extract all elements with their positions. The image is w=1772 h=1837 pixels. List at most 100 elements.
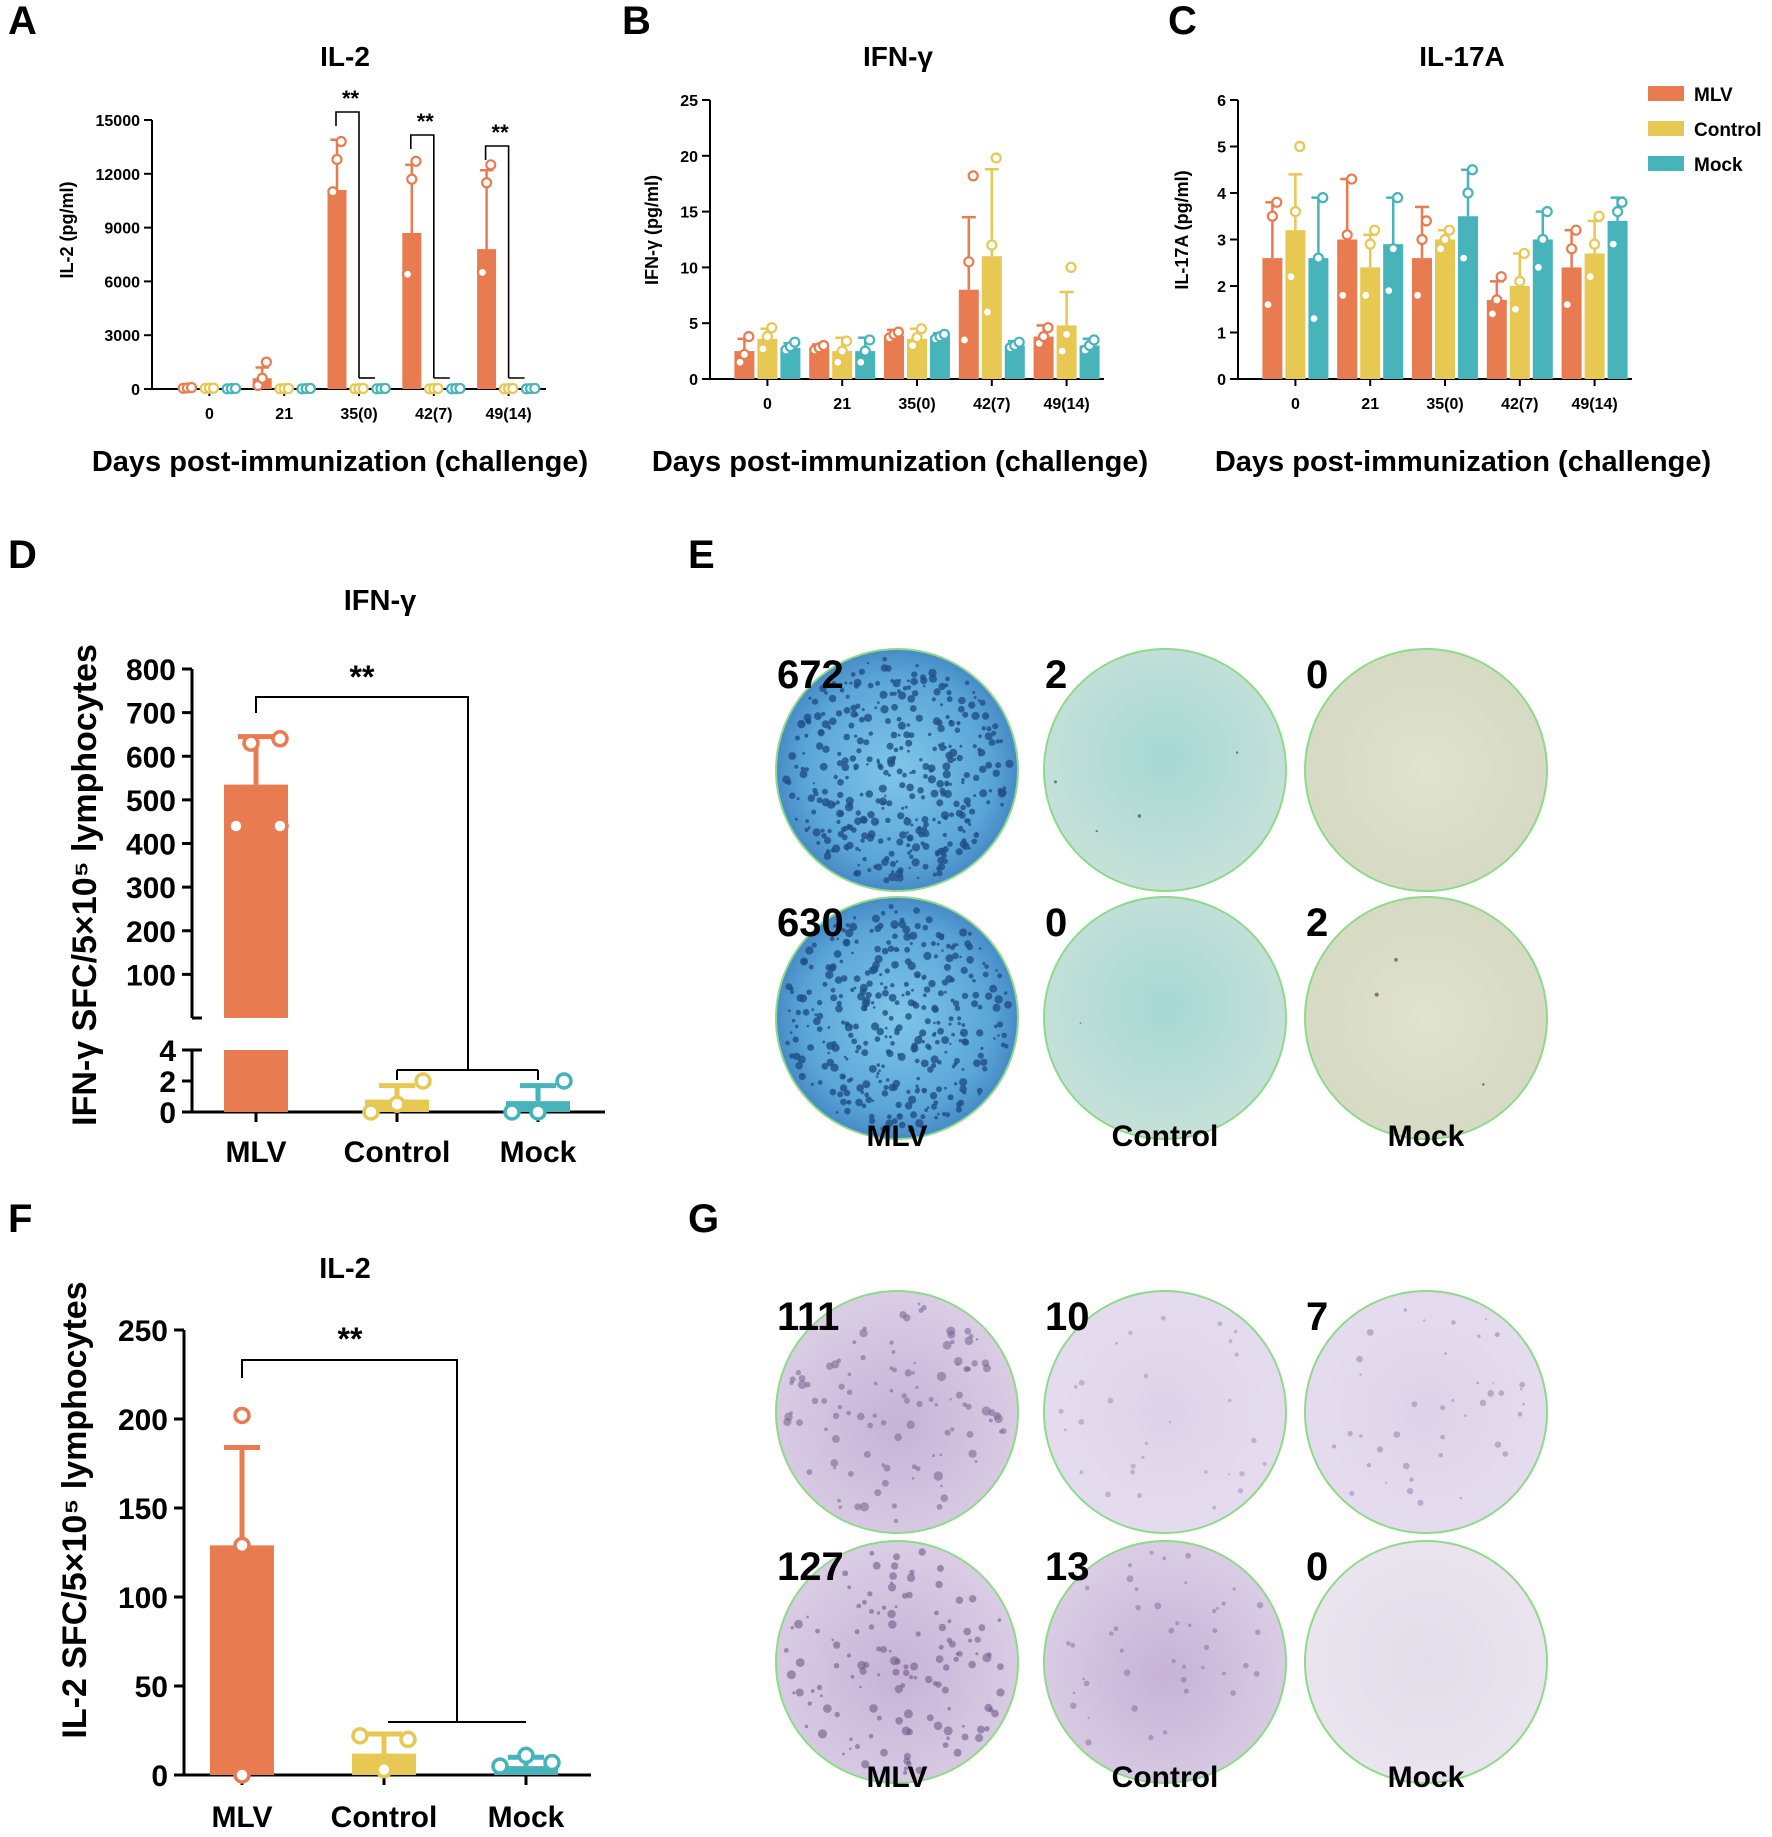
spot (845, 1057, 849, 1061)
spot (817, 729, 825, 737)
spot (1230, 1690, 1236, 1696)
spot (856, 1084, 864, 1092)
spot (1131, 1705, 1138, 1712)
data-point (1013, 336, 1025, 348)
spot (1519, 1387, 1523, 1391)
spot (911, 1477, 915, 1480)
spot (946, 1637, 953, 1644)
bar-mlv-lower (224, 1050, 288, 1112)
spot (891, 870, 895, 874)
spot (915, 1084, 919, 1088)
data-point (855, 356, 867, 368)
data-point (362, 1103, 380, 1121)
spot (831, 1638, 834, 1642)
spot (835, 800, 840, 805)
spot (1113, 1626, 1119, 1632)
spot (911, 671, 918, 678)
spot (897, 721, 906, 730)
spot (812, 828, 821, 837)
y-tick-label: 150 (118, 1493, 168, 1526)
spot (893, 747, 899, 753)
spot (881, 1605, 887, 1610)
y-tick-label: 4 (159, 1035, 176, 1068)
spot (846, 1410, 851, 1416)
spot (942, 1340, 952, 1350)
spot (832, 925, 836, 928)
spot (811, 942, 817, 948)
spot (821, 1062, 829, 1070)
spot (943, 789, 952, 799)
spot (1235, 751, 1239, 754)
spot (959, 1028, 969, 1037)
spot (953, 1748, 962, 1757)
spot (892, 679, 901, 688)
spot (1204, 1470, 1208, 1474)
spot (864, 1004, 868, 1008)
spot (997, 1618, 1002, 1622)
spot (944, 782, 949, 787)
spot (906, 1760, 912, 1767)
spot (886, 800, 893, 807)
bar-mock-0 (780, 347, 801, 379)
spot (972, 991, 980, 999)
spot (876, 760, 881, 764)
spot (1479, 1399, 1487, 1407)
spot (943, 1726, 953, 1736)
spot (995, 739, 1000, 744)
y-tick-label: 10 (680, 260, 698, 277)
data-point (1387, 243, 1399, 255)
spot (934, 1403, 938, 1407)
spot (1366, 1463, 1372, 1468)
spot (1494, 1332, 1500, 1338)
spot (910, 1111, 918, 1119)
spot (986, 1652, 992, 1658)
spot (917, 787, 924, 794)
spot (924, 1108, 928, 1112)
x-tick-label: 21 (1361, 396, 1379, 413)
spot (964, 940, 972, 948)
spot (943, 963, 952, 971)
spot (815, 1628, 820, 1634)
spot (914, 1036, 923, 1045)
spot-count: 630 (777, 901, 844, 945)
spot (874, 1036, 881, 1042)
spot (936, 870, 943, 877)
spot (861, 1760, 870, 1769)
spot (881, 806, 885, 810)
bar-mock-35-0- (930, 336, 950, 379)
spot (796, 797, 800, 801)
spot (933, 1721, 943, 1731)
spot (860, 1354, 866, 1361)
spot (946, 690, 952, 696)
spot (933, 688, 941, 696)
spot (959, 744, 963, 748)
data-point (836, 345, 848, 357)
spot (893, 1518, 899, 1524)
plate-column-label-control: Control (1112, 1120, 1219, 1153)
spot (942, 1742, 949, 1748)
spot (811, 698, 819, 705)
spot (853, 975, 861, 982)
spot (836, 819, 841, 825)
y-tick-label: 0 (159, 1097, 176, 1130)
spot (856, 748, 862, 754)
spot (822, 981, 828, 987)
spot (868, 1065, 877, 1073)
bar-mlv-21 (1337, 239, 1358, 379)
y-tick-label: 6000 (104, 274, 140, 291)
spot (810, 1689, 815, 1693)
legend-label-mock: Mock (1694, 155, 1743, 176)
spot (1409, 1477, 1414, 1482)
spot (947, 1094, 954, 1101)
spot (859, 983, 868, 992)
spot (977, 699, 981, 702)
spot (1130, 1469, 1136, 1475)
x-tick-label: 0 (205, 406, 214, 423)
spot (911, 1464, 917, 1470)
spot (901, 806, 905, 810)
spot (845, 775, 849, 780)
y-tick-label: 700 (126, 698, 176, 731)
spot (906, 834, 914, 842)
spot (887, 773, 891, 777)
spot (786, 779, 792, 785)
